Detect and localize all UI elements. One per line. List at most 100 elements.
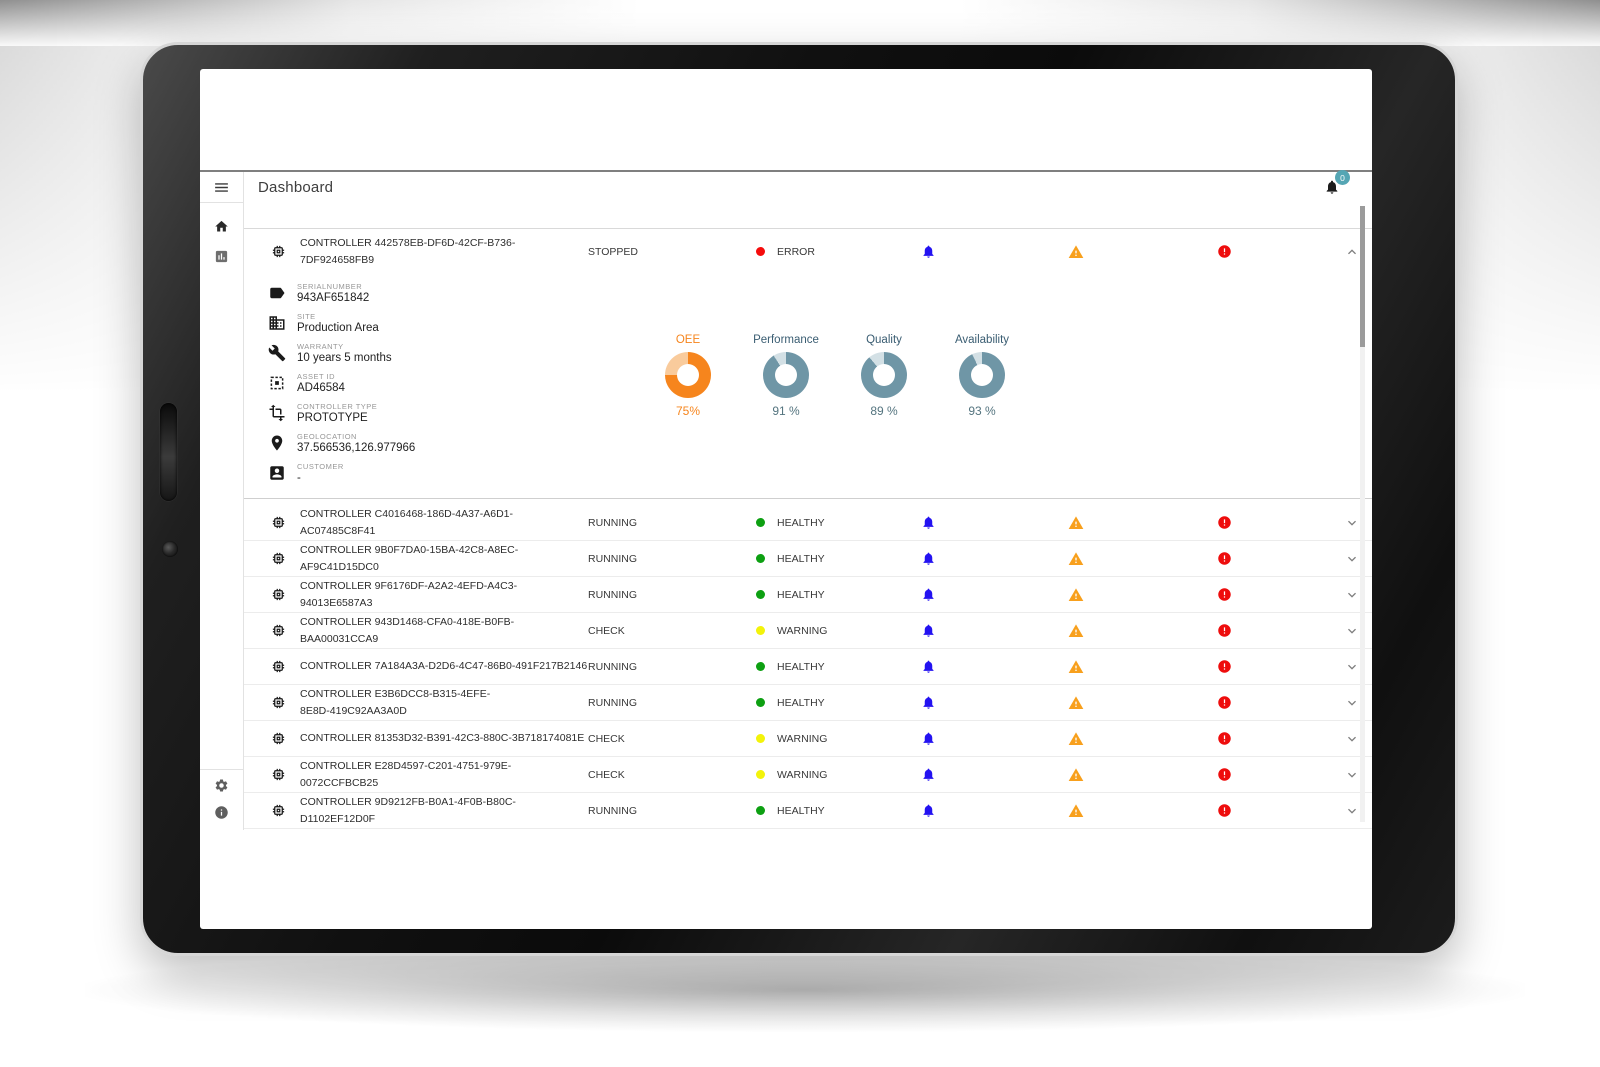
detail-item: GEOLOCATION 37.566536,126.977966 — [268, 432, 1372, 455]
sidebar-item-home[interactable] — [212, 217, 231, 236]
controller-status: RUNNING — [588, 696, 637, 709]
detail-item: WARRANTY 10 years 5 months — [268, 342, 1372, 365]
row-error-icon[interactable] — [1150, 551, 1298, 566]
metric-list: OEE 75% Performance 91 % Quality 89 % Av… — [648, 334, 1022, 418]
chevron-down-icon[interactable] — [1298, 515, 1360, 531]
chevron-down-icon[interactable] — [1298, 731, 1360, 747]
controller-row[interactable]: CONTROLLER 943D1468-CFA0-418E-B0FB-BAA00… — [244, 613, 1372, 649]
row-error-icon[interactable] — [1150, 244, 1298, 259]
health-dot — [756, 698, 765, 707]
chevron-down-icon[interactable] — [1298, 767, 1360, 783]
row-error-icon[interactable] — [1150, 587, 1298, 602]
controller-list: CONTROLLER C4016468-186D-4A37-A6D1-AC074… — [244, 499, 1372, 829]
row-bell-icon[interactable] — [854, 803, 1002, 818]
chevron-down-icon[interactable] — [1298, 695, 1360, 711]
main-area: Dashboard 0 — [244, 170, 1372, 830]
background-sheen-top — [0, 0, 1600, 46]
row-error-icon[interactable] — [1150, 731, 1298, 746]
row-warning-icon[interactable] — [1002, 587, 1150, 603]
controller-status: CHECK — [588, 624, 625, 637]
detail-label: CONTROLLER TYPE — [297, 402, 378, 411]
row-warning-icon[interactable] — [1002, 551, 1150, 567]
row-warning-icon[interactable] — [1002, 803, 1150, 819]
row-error-icon[interactable] — [1150, 767, 1298, 782]
chevron-down-icon[interactable] — [1298, 623, 1360, 639]
row-bell-icon[interactable] — [854, 244, 1002, 259]
metric: Performance 91 % — [746, 334, 826, 418]
row-bell-icon[interactable] — [854, 515, 1002, 530]
detail-label: SITE — [297, 312, 316, 321]
sidebar-item-reports[interactable] — [212, 247, 231, 266]
health-label: HEALTHY — [777, 552, 825, 565]
controller-name: CONTROLLER 9B0F7DA0-15BA-42C8-A8EC- AF9C… — [300, 544, 519, 573]
detail-item: CONTROLLER TYPE PROTOTYPE — [268, 402, 1372, 425]
detail-list: SERIALNUMBER 943AF651842 SITE Production… — [244, 274, 1372, 485]
detail-value: Production Area — [297, 322, 379, 334]
controller-row[interactable]: CONTROLLER C4016468-186D-4A37-A6D1-AC074… — [244, 505, 1372, 541]
row-bell-icon[interactable] — [854, 623, 1002, 638]
row-bell-icon[interactable] — [854, 551, 1002, 566]
sidebar-item-info[interactable] — [212, 803, 231, 822]
controller-row[interactable]: CONTROLLER E3B6DCC8-B315-4EFE- 8E8D-419C… — [244, 685, 1372, 721]
wrench-icon — [268, 344, 286, 362]
chevron-down-icon[interactable] — [1298, 803, 1360, 819]
health-label: WARNING — [777, 624, 828, 637]
controller-row[interactable]: CONTROLLER 9D9212FB-B0A1-4F0B-B80C-D1102… — [244, 793, 1372, 829]
sidebar-item-settings[interactable] — [212, 776, 231, 795]
row-warning-icon[interactable] — [1002, 515, 1150, 531]
row-warning-icon[interactable] — [1002, 659, 1150, 675]
scrollbar-track[interactable] — [1360, 206, 1365, 822]
controller-row[interactable]: CONTROLLER E28D4597-C201-4751-979E-0072C… — [244, 757, 1372, 793]
row-bell-icon[interactable] — [854, 695, 1002, 710]
controller-name: CONTROLLER E3B6DCC8-B315-4EFE- 8E8D-419C… — [300, 688, 491, 717]
chevron-down-icon[interactable] — [1298, 587, 1360, 603]
controller-panel: CONTROLLER 442578EB-DF6D-42CF-B736-7DF92… — [244, 228, 1372, 829]
row-bell-icon[interactable] — [854, 659, 1002, 674]
detail-value: 37.566536,126.977966 — [297, 442, 416, 454]
controller-chip-icon — [256, 587, 300, 602]
controller-status: STOPPED — [588, 245, 638, 258]
controller-status: RUNNING — [588, 804, 637, 817]
row-error-icon[interactable] — [1150, 515, 1298, 530]
row-bell-icon[interactable] — [854, 731, 1002, 746]
health-label: WARNING — [777, 768, 828, 781]
controller-chip-icon — [256, 551, 300, 566]
app-header: Dashboard 0 — [244, 170, 1372, 202]
sidebar — [200, 172, 244, 830]
chevron-down-icon[interactable] — [1298, 551, 1360, 567]
row-warning-icon[interactable] — [1002, 244, 1150, 260]
metric-value: 91 % — [772, 404, 800, 418]
notification-badge: 0 — [1335, 170, 1350, 185]
row-warning-icon[interactable] — [1002, 695, 1150, 711]
chevron-up-icon[interactable] — [1298, 244, 1360, 260]
controller-row[interactable]: CONTROLLER 9F6176DF-A2A2-4EFD-A4C3-94013… — [244, 577, 1372, 613]
metric-value: 89 % — [870, 404, 898, 418]
menu-icon[interactable] — [211, 177, 232, 198]
row-bell-icon[interactable] — [854, 767, 1002, 782]
chevron-down-icon[interactable] — [1298, 659, 1360, 675]
controller-row[interactable]: CONTROLLER 7A184A3A-D2D6-4C47-86B0-491F2… — [244, 649, 1372, 685]
controller-row[interactable]: CONTROLLER 9B0F7DA0-15BA-42C8-A8EC- AF9C… — [244, 541, 1372, 577]
expanded-controller-card: CONTROLLER 442578EB-DF6D-42CF-B736-7DF92… — [244, 229, 1372, 499]
row-error-icon[interactable] — [1150, 623, 1298, 638]
controller-name: CONTROLLER 442578EB-DF6D-42CF-B736-7DF92… — [300, 237, 516, 266]
detail-value: AD46584 — [297, 382, 345, 394]
info-icon — [215, 806, 228, 819]
notifications-bell-icon[interactable] — [1322, 177, 1342, 197]
row-error-icon[interactable] — [1150, 659, 1298, 674]
controller-row[interactable]: CONTROLLER 81353D32-B391-42C3-880C-3B718… — [244, 721, 1372, 757]
row-error-icon[interactable] — [1150, 803, 1298, 818]
row-warning-icon[interactable] — [1002, 767, 1150, 783]
controller-row-expanded[interactable]: CONTROLLER 442578EB-DF6D-42CF-B736-7DF92… — [244, 229, 1372, 274]
health-dot — [756, 590, 765, 599]
metric-label: Availability — [954, 334, 1010, 346]
health-dot — [756, 662, 765, 671]
detail-label: WARRANTY — [297, 342, 344, 351]
row-warning-icon[interactable] — [1002, 731, 1150, 747]
scrollbar-thumb[interactable] — [1360, 206, 1365, 347]
row-bell-icon[interactable] — [854, 587, 1002, 602]
screen: Dashboard 0 — [200, 69, 1372, 929]
health-label: HEALTHY — [777, 696, 825, 709]
row-warning-icon[interactable] — [1002, 623, 1150, 639]
row-error-icon[interactable] — [1150, 695, 1298, 710]
